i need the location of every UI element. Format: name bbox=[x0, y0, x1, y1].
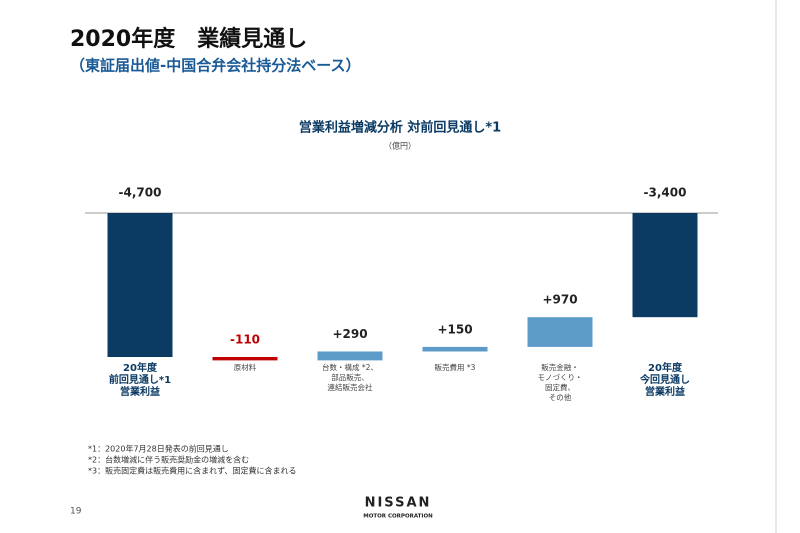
bar bbox=[317, 351, 383, 361]
x-tick-label-line: 部品販売、 bbox=[331, 372, 369, 382]
chart-title: 営業利益増減分析 対前回見通し*1 bbox=[299, 120, 501, 136]
x-tick-label-line: 今回見通し bbox=[639, 373, 690, 386]
x-tick-label: 原材料 bbox=[234, 362, 257, 372]
value-label: +150 bbox=[437, 322, 472, 336]
value-label: +290 bbox=[332, 327, 367, 341]
x-tick-label: 20年度今回見通し営業利益 bbox=[639, 361, 690, 398]
logo-tagline: MOTOR CORPORATION bbox=[363, 514, 433, 520]
value-label: +970 bbox=[542, 293, 577, 307]
bar bbox=[632, 213, 698, 318]
footnote: *2：台数増減に伴う販売奨励金の増減を含む bbox=[88, 455, 249, 465]
bar bbox=[212, 357, 278, 361]
footnote: *3：販売固定費は販売費用に含まれず、固定費に含まれる bbox=[88, 466, 297, 476]
x-tick-label-line: 20年度 bbox=[648, 361, 683, 374]
x-tick-label-line: 固定費、 bbox=[545, 382, 575, 392]
slide-subtitle: （東証届出値-中国合弁会社持分法ベース） bbox=[70, 57, 360, 75]
x-tick-label-line: 20年度 bbox=[123, 361, 158, 374]
x-tick-label-line: 営業利益 bbox=[120, 385, 160, 398]
x-tick-label-line: その他 bbox=[549, 392, 572, 402]
bar bbox=[422, 346, 488, 352]
x-tick-label-line: 販売金融・ bbox=[541, 362, 579, 372]
x-tick-label-line: 営業利益 bbox=[645, 385, 685, 398]
footnote: *1：2020年7月28日発表の前回見通し bbox=[88, 444, 229, 454]
x-tick-label-line: 前回見通し*1 bbox=[109, 373, 171, 386]
x-tick-label: 20年度前回見通し*1 営業利益 bbox=[109, 361, 171, 398]
bar bbox=[107, 213, 173, 358]
x-tick-label-line: モノづくり・ bbox=[538, 373, 583, 382]
value-label: -3,400 bbox=[644, 186, 687, 200]
logo: NISSAN bbox=[365, 496, 432, 511]
x-tick-label-line: 原材料 bbox=[234, 362, 257, 372]
value-label: -4,700 bbox=[119, 186, 162, 200]
x-tick-label: 販売金融・モノづくり・固定費、その他 bbox=[538, 362, 583, 402]
unit-label: （億円） bbox=[384, 141, 416, 151]
x-tick-label: 販売費用 *3 bbox=[435, 362, 476, 372]
x-tick-label-line: 販売費用 *3 bbox=[435, 362, 476, 372]
slide-title: 2020年度 業績見通し bbox=[70, 26, 307, 52]
bar bbox=[527, 317, 593, 347]
value-label: -110 bbox=[230, 333, 260, 347]
page-number: 19 bbox=[70, 507, 82, 517]
x-tick-label-line: 台数・構成 *2、 bbox=[322, 362, 378, 372]
x-tick-label: 台数・構成 *2、部品販売、連結販売会社 bbox=[322, 362, 378, 392]
x-tick-label-line: 連結販売会社 bbox=[328, 382, 373, 392]
